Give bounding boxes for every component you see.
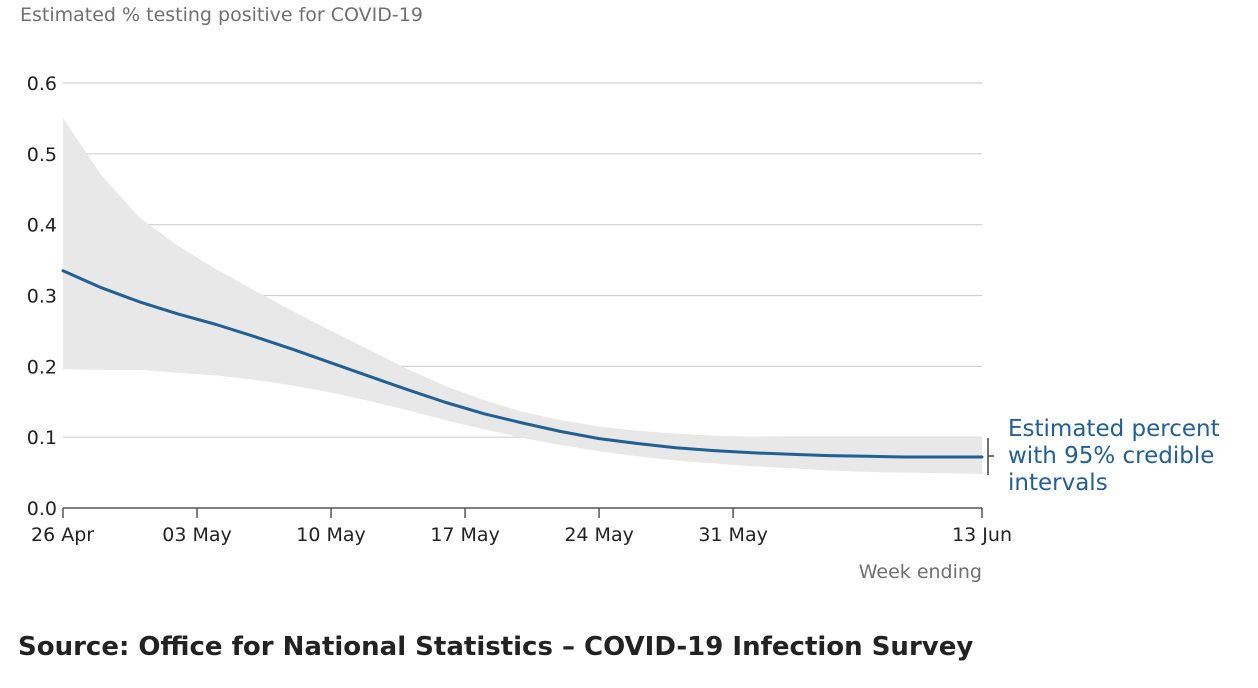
legend-line-2: with 95% credible bbox=[1008, 443, 1214, 469]
y-tick-label: 0.0 bbox=[27, 498, 57, 520]
x-tick-label: 26 Apr bbox=[31, 524, 94, 546]
legend-label: Estimated percent with 95% credible inte… bbox=[1008, 416, 1227, 496]
x-tick-label: 10 May bbox=[296, 524, 366, 546]
estimate-line-layer bbox=[61, 269, 984, 459]
x-tick-label: 17 May bbox=[430, 524, 500, 546]
y-tick-label: 0.6 bbox=[27, 73, 57, 95]
y-tick-label: 0.4 bbox=[27, 215, 57, 237]
y-tick-label: 0.3 bbox=[27, 286, 57, 308]
x-axis-title: Week ending bbox=[859, 561, 982, 583]
x-tick-label: 24 May bbox=[564, 524, 634, 546]
y-tick-label: 0.5 bbox=[27, 144, 57, 166]
y-axis-ticks: 0.0 0.1 0.2 0.3 0.4 0.5 0.6 bbox=[27, 73, 57, 520]
y-tick-label: 0.1 bbox=[27, 427, 57, 449]
legend-line-1: Estimated percent bbox=[1008, 416, 1220, 442]
y-tick-label: 0.2 bbox=[27, 356, 57, 378]
credible-interval-layer bbox=[63, 118, 982, 475]
x-tick-label: 13 Jun bbox=[952, 524, 1012, 546]
estimate-line bbox=[61, 269, 984, 459]
x-axis-ticks: 26 Apr 03 May 10 May 17 May 24 May 31 May 13 J… bbox=[31, 508, 1012, 546]
legend: Estimated percent with 95% credible inte… bbox=[987, 416, 1227, 496]
x-tick-label: 03 May bbox=[162, 524, 232, 546]
source-note: Source: Office for National Statistics –… bbox=[18, 632, 974, 662]
legend-bracket bbox=[987, 438, 994, 475]
credible-interval-band bbox=[63, 118, 982, 475]
y-axis-title: Estimated % testing positive for COVID-1… bbox=[20, 4, 423, 26]
x-tick-label: 31 May bbox=[698, 524, 768, 546]
legend-line-3: intervals bbox=[1008, 470, 1108, 496]
